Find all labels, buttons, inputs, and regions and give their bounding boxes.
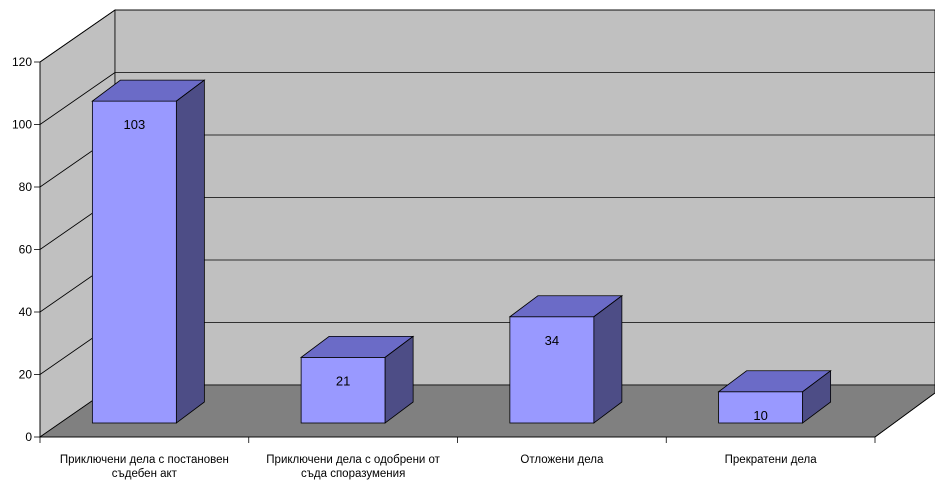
x-category-label: Приключени дела с одобрени от съда спораз… [266,454,440,480]
bar-side [802,369,832,424]
data-label: 21 [336,373,350,388]
bar-front [718,391,804,424]
y-tick-label: 80 [19,180,33,194]
floor-edge [874,392,935,438]
gridline-side [39,9,116,63]
y-tick-label: 40 [19,305,33,319]
bar-front [509,316,595,424]
data-label: 103 [124,117,146,132]
y-tick-label: 120 [12,55,32,69]
gridline-side [39,72,116,125]
bar-front [300,356,386,424]
y-tick-label: 100 [12,118,32,132]
bar-side [593,294,623,424]
bar-front [91,100,177,424]
bar-1: 103 [91,79,206,424]
x-category-label: Отложени дела [520,454,604,466]
y-tick-label: 20 [19,368,33,382]
y-tick-label: 0 [25,430,32,444]
bar-4: 10 [717,369,832,424]
bar-side [175,79,205,424]
bar-3: 34 [508,294,624,424]
bar-side [384,335,414,424]
bar-2: 21 [299,335,415,424]
y-tick-label: 60 [19,243,33,257]
x-category-label: Приключени дела с постановен съдебен акт [60,454,229,480]
data-label: 34 [545,333,559,348]
data-label: 10 [753,408,767,423]
x-category-label: Прекратени дела [725,454,818,466]
